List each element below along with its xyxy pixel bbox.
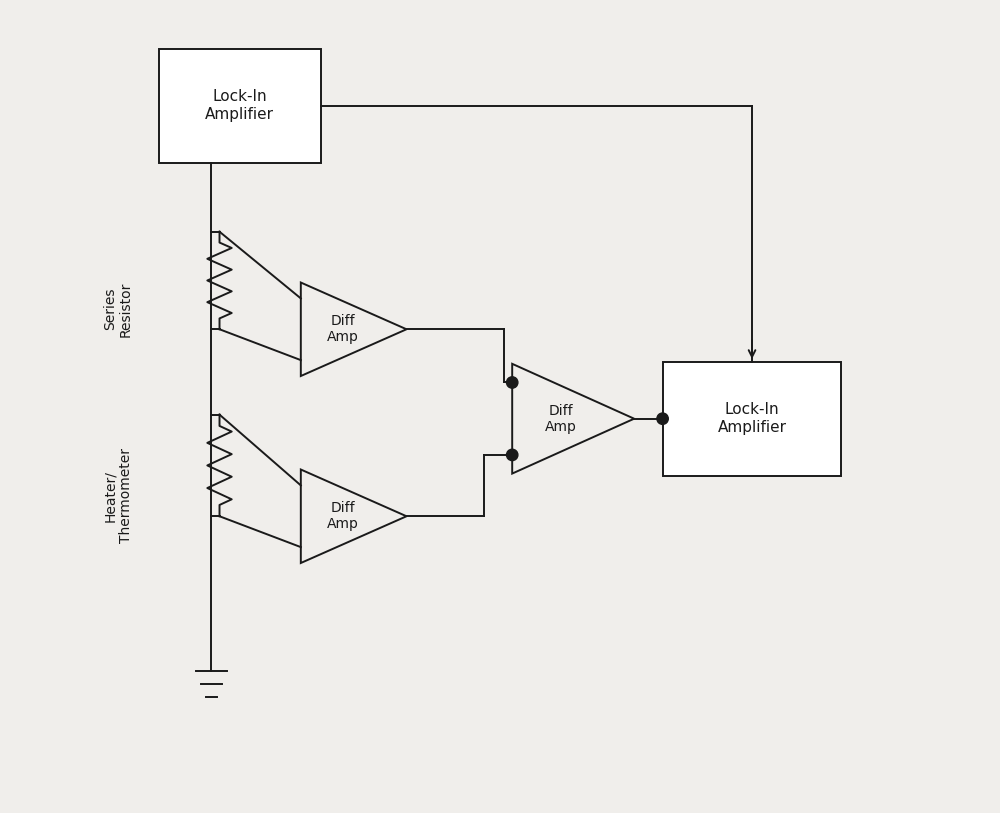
Bar: [663, 362, 841, 476]
Text: Lock-In
Amplifier: Lock-In Amplifier: [718, 402, 787, 435]
Circle shape: [507, 450, 518, 461]
Text: Heater/
Thermometer: Heater/ Thermometer: [103, 449, 133, 543]
Text: Diff
Amp: Diff Amp: [327, 314, 359, 345]
Text: Diff
Amp: Diff Amp: [327, 501, 359, 532]
Text: Diff
Amp: Diff Amp: [545, 403, 577, 434]
Text: Series
Resistor: Series Resistor: [103, 281, 133, 337]
Circle shape: [507, 376, 518, 388]
Bar: [159, 49, 321, 163]
Text: Lock-In
Amplifier: Lock-In Amplifier: [205, 89, 274, 122]
Circle shape: [657, 413, 668, 424]
